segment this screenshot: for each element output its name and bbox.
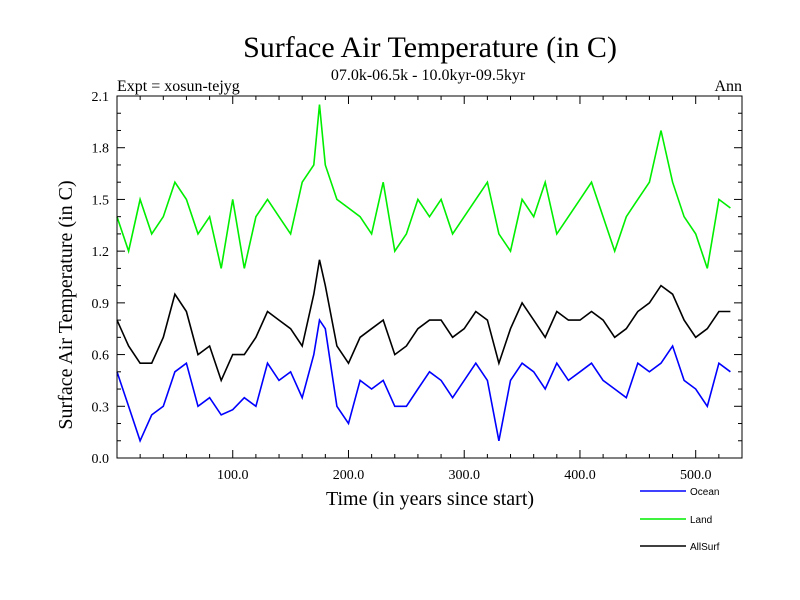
x-axis-label: Time (in years since start) bbox=[326, 488, 534, 510]
y-tick-label: 0.0 bbox=[92, 452, 110, 467]
y-tick-label: 0.9 bbox=[92, 297, 110, 312]
series-line-land bbox=[116, 104, 731, 269]
series-line-ocean bbox=[116, 317, 731, 444]
y-axis-label: Surface Air Temperature (in C) bbox=[55, 180, 77, 429]
experiment-label: Expt = xosun-tejyg bbox=[117, 78, 240, 95]
legend: Ocean Land AllSurf bbox=[640, 487, 720, 553]
legend-label-land: Land bbox=[690, 515, 712, 526]
plot-area: 0.0 0.3 0.6 0.9 1.2 1.5 1.8 2.1 100.0 200.0 300.0 4… bbox=[92, 90, 743, 483]
y-tick-label: 1.5 bbox=[92, 193, 110, 208]
legend-label-allsurf: AllSurf bbox=[690, 542, 720, 553]
x-tick-label: 200.0 bbox=[333, 468, 365, 483]
chart-title: Surface Air Temperature (in C) bbox=[243, 31, 617, 64]
legend-label-ocean: Ocean bbox=[690, 487, 719, 498]
x-tick-label: 500.0 bbox=[680, 468, 712, 483]
x-tick-label: 300.0 bbox=[448, 468, 480, 483]
y-tick-label: 0.6 bbox=[92, 349, 110, 364]
chart-subtitle: 07.0k-06.5k - 10.0kyr-09.5kyr bbox=[331, 67, 526, 84]
plot-frame bbox=[116, 95, 743, 459]
season-label: Ann bbox=[714, 78, 742, 95]
y-tick-label: 1.8 bbox=[92, 142, 110, 157]
x-tick-label: 100.0 bbox=[217, 468, 249, 483]
y-tick-label: 0.3 bbox=[92, 400, 110, 415]
y-tick-label: 2.1 bbox=[92, 90, 110, 105]
series-line-allsurf bbox=[116, 259, 731, 383]
y-tick-label: 1.2 bbox=[92, 245, 110, 260]
x-tick-label: 400.0 bbox=[564, 468, 596, 483]
